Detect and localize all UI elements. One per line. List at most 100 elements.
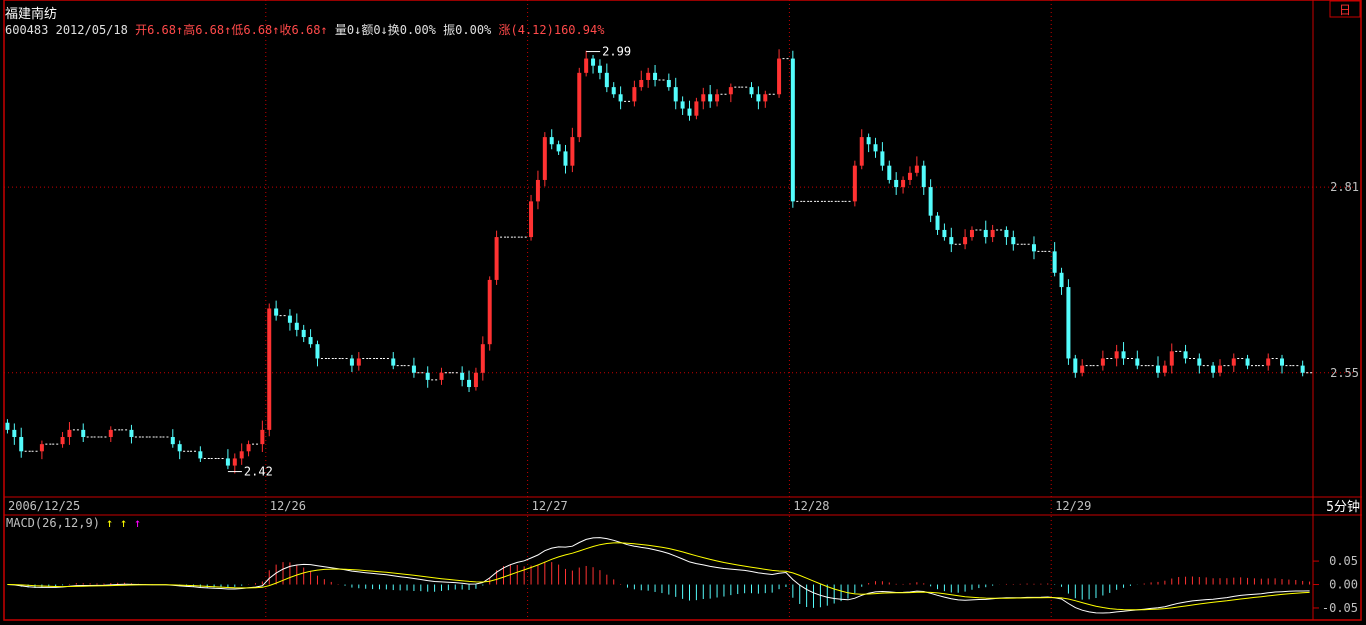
candle xyxy=(646,72,651,80)
candle xyxy=(639,79,644,88)
candle xyxy=(239,451,244,459)
candle xyxy=(274,308,279,316)
quote-date: 2012/05/18 xyxy=(55,23,128,37)
candle xyxy=(611,87,616,95)
candle xyxy=(1197,358,1202,366)
candle xyxy=(866,137,871,145)
candle xyxy=(887,165,892,180)
candle xyxy=(473,372,478,388)
candle xyxy=(391,358,396,366)
candle xyxy=(921,165,926,188)
price-tick-label: 2.55 xyxy=(1330,366,1359,380)
candle xyxy=(67,429,72,438)
candle xyxy=(529,201,534,238)
candle xyxy=(1052,251,1057,273)
candle xyxy=(777,58,782,95)
low-label: 低 xyxy=(231,23,244,37)
candle xyxy=(653,72,658,80)
candle xyxy=(1004,229,1009,238)
candle xyxy=(983,229,988,238)
candle xyxy=(1279,358,1284,366)
period-day-button[interactable] xyxy=(1329,0,1361,18)
candle xyxy=(308,337,313,345)
candle xyxy=(246,444,251,452)
candle xyxy=(1266,358,1271,366)
macd-tick-label: -0.05 xyxy=(1322,601,1358,615)
macd-marker-0: ↑ xyxy=(106,516,113,530)
candle xyxy=(1162,365,1167,373)
candle xyxy=(460,372,465,380)
candle xyxy=(1300,365,1305,373)
candle xyxy=(563,151,568,166)
candle xyxy=(880,151,885,166)
candle xyxy=(542,137,547,180)
candle xyxy=(1211,365,1216,373)
candle xyxy=(1066,287,1071,359)
macd-tick-label: 0.05 xyxy=(1329,554,1358,568)
candle xyxy=(294,322,299,330)
candle xyxy=(728,87,733,95)
candle xyxy=(349,358,354,366)
candle xyxy=(591,58,596,66)
candle xyxy=(852,165,857,202)
candle xyxy=(949,237,954,245)
stock-code: 600483 xyxy=(5,23,49,37)
close-value: 6.68↑ xyxy=(291,23,328,37)
candle xyxy=(859,137,864,166)
candle xyxy=(708,94,713,102)
candle xyxy=(687,108,692,116)
candle xyxy=(198,451,203,459)
macd-marker-2: ↑ xyxy=(134,516,141,530)
candle xyxy=(494,237,499,280)
change: 涨(4.12)160.94% xyxy=(498,23,605,37)
candle xyxy=(618,94,623,102)
candle xyxy=(584,58,589,73)
candle xyxy=(715,94,720,102)
candle xyxy=(411,365,416,373)
high-value: 6.68↑ xyxy=(195,23,232,37)
candle xyxy=(1217,365,1222,373)
candle xyxy=(177,444,182,452)
candle xyxy=(301,329,306,338)
open-label: 开 xyxy=(135,23,148,37)
candle xyxy=(990,229,995,238)
candle xyxy=(935,215,940,230)
date-tick-label: 12/28 xyxy=(793,499,829,513)
period-day-label: 日 xyxy=(1339,3,1351,17)
candle xyxy=(963,237,968,245)
candle xyxy=(901,179,906,188)
candle xyxy=(873,144,878,152)
open-value: 6.68↑ xyxy=(147,23,184,37)
amount: 额0↓ xyxy=(361,23,388,37)
dif-line xyxy=(7,537,1310,614)
low-annotation: 2.42 xyxy=(244,465,273,479)
amplitude: 振0.00% xyxy=(443,23,492,37)
turnover: 换0.00% xyxy=(387,23,436,37)
candle xyxy=(1121,351,1126,359)
candle xyxy=(749,87,754,95)
candle xyxy=(1245,358,1250,366)
quote-bar: 600483 2012/05/18 开6.68↑高6.68↑低6.68↑收6.6… xyxy=(5,21,604,38)
macd-title: MACD(26,12,9) xyxy=(6,516,100,530)
candle xyxy=(790,58,795,202)
macd-marker-1: ↑ xyxy=(120,516,127,530)
dea-line xyxy=(7,542,1310,611)
candle xyxy=(267,308,272,430)
candle xyxy=(694,101,699,116)
candle xyxy=(763,94,768,102)
candle xyxy=(666,79,671,88)
candle xyxy=(287,315,292,323)
candle xyxy=(480,344,485,373)
candle xyxy=(260,429,265,445)
candle xyxy=(5,422,10,430)
candle xyxy=(701,94,706,102)
candle xyxy=(535,179,540,202)
high-label: 高 xyxy=(183,23,196,37)
candle xyxy=(1100,358,1105,366)
candle xyxy=(914,165,919,173)
candle xyxy=(225,458,230,466)
candle xyxy=(60,437,65,445)
low-value: 6.68↑ xyxy=(243,23,280,37)
candle xyxy=(942,229,947,238)
